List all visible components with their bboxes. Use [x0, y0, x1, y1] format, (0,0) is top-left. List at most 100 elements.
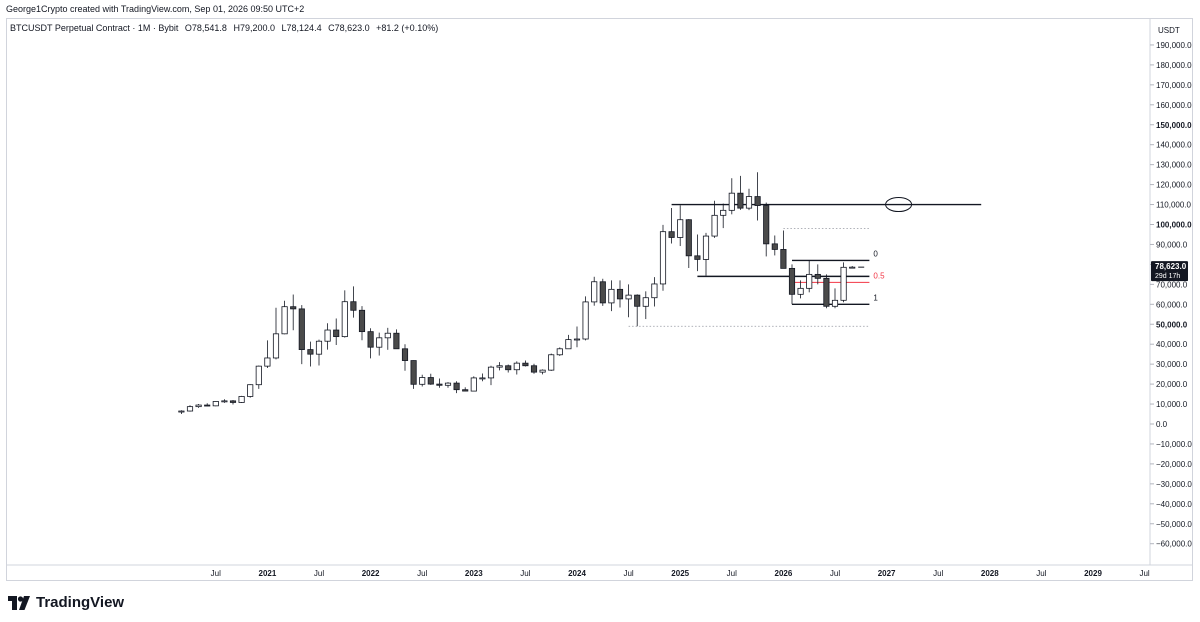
candle[interactable]	[376, 332, 383, 356]
candle[interactable]	[470, 376, 477, 392]
candle[interactable]	[694, 234, 701, 272]
candle[interactable]	[616, 280, 624, 308]
price-tick-label: 100,000.0	[1156, 221, 1192, 230]
candle[interactable]	[513, 361, 520, 375]
candle[interactable]	[651, 277, 658, 307]
axes-layer: USDT −60,000.0 −50,000.0 −40,000.0 −30,000.…	[7, 19, 1192, 578]
candle[interactable]	[427, 373, 434, 385]
candle-body-down	[694, 255, 701, 260]
candle-body-up	[272, 333, 280, 359]
candle[interactable]	[797, 280, 804, 299]
candle[interactable]	[238, 395, 245, 404]
candle[interactable]	[840, 262, 847, 303]
candle-body-up	[591, 281, 598, 303]
candle[interactable]	[496, 362, 503, 371]
candle[interactable]	[728, 178, 735, 215]
candle[interactable]	[771, 235, 778, 256]
candle[interactable]	[204, 403, 211, 407]
candle[interactable]	[186, 405, 194, 412]
candle[interactable]	[393, 329, 400, 350]
candle[interactable]	[505, 364, 512, 373]
candle-body-down	[814, 273, 821, 279]
candle[interactable]	[195, 404, 202, 408]
candle-body-down	[358, 309, 366, 333]
candle-body-down	[333, 329, 340, 338]
candle-body-down	[307, 349, 314, 355]
candle[interactable]	[806, 260, 813, 293]
candle[interactable]	[642, 291, 649, 320]
candle[interactable]	[711, 200, 718, 238]
candle[interactable]	[737, 175, 744, 210]
candle[interactable]	[487, 365, 495, 386]
candle[interactable]	[780, 230, 787, 269]
candle[interactable]	[247, 384, 254, 398]
candle[interactable]	[333, 318, 340, 345]
candle[interactable]	[384, 327, 391, 350]
candle[interactable]	[212, 401, 219, 407]
candle[interactable]	[444, 382, 452, 388]
highlight-ellipse[interactable]	[885, 197, 913, 213]
candle[interactable]	[530, 363, 538, 374]
candle[interactable]	[763, 202, 770, 257]
candle[interactable]	[290, 294, 297, 331]
candle[interactable]	[591, 276, 598, 306]
candle[interactable]	[272, 307, 280, 360]
candle[interactable]	[599, 278, 606, 306]
candle[interactable]	[281, 300, 288, 335]
candle[interactable]	[410, 360, 417, 389]
candle[interactable]	[823, 274, 830, 309]
candle[interactable]	[255, 365, 262, 389]
candle[interactable]	[745, 188, 753, 211]
candle[interactable]	[522, 360, 529, 367]
candle[interactable]	[436, 378, 443, 388]
candle-body-up	[711, 214, 718, 237]
candle[interactable]	[573, 326, 581, 348]
candle[interactable]	[539, 369, 546, 375]
candle[interactable]	[462, 387, 469, 392]
candle[interactable]	[754, 172, 761, 221]
candle[interactable]	[720, 203, 727, 229]
candle[interactable]	[548, 353, 555, 371]
candle[interactable]	[221, 399, 228, 403]
candle[interactable]	[341, 290, 348, 338]
tradingview-brand[interactable]: TradingView	[8, 594, 124, 611]
candle[interactable]	[307, 341, 314, 367]
candle[interactable]	[229, 400, 237, 405]
candle[interactable]	[358, 306, 366, 341]
candle[interactable]	[814, 264, 821, 285]
candle[interactable]	[264, 340, 271, 368]
candle[interactable]	[608, 280, 615, 312]
candle[interactable]	[668, 207, 675, 244]
candle[interactable]	[788, 264, 796, 305]
candle[interactable]	[298, 305, 305, 365]
legend-high: H79,200.0	[233, 23, 276, 33]
candle-body-up	[539, 369, 546, 373]
candle[interactable]	[634, 294, 641, 327]
legend-symbol[interactable]: BTCUSDT Perpetual Contract · 1M · Bybit	[10, 23, 179, 33]
candle[interactable]	[685, 219, 692, 268]
candle[interactable]	[350, 286, 357, 318]
candle[interactable]	[582, 296, 589, 341]
candle[interactable]	[401, 344, 409, 371]
candle[interactable]	[324, 323, 331, 350]
candle[interactable]	[831, 288, 839, 309]
price-tick-label: 0.0	[1156, 420, 1168, 429]
candle[interactable]	[659, 224, 667, 291]
candle-body-up	[806, 273, 813, 289]
candle[interactable]	[849, 265, 856, 269]
time-tick-label: Jul	[211, 569, 221, 578]
candle[interactable]	[178, 410, 185, 415]
candle[interactable]	[625, 284, 632, 318]
candle[interactable]	[479, 373, 486, 382]
candle[interactable]	[556, 347, 563, 356]
candle[interactable]	[565, 334, 572, 350]
candle[interactable]	[419, 374, 426, 387]
candle[interactable]	[677, 205, 684, 247]
candle-body-up	[745, 196, 753, 209]
candle[interactable]	[453, 381, 460, 394]
currency-label[interactable]: USDT	[1158, 26, 1180, 35]
candle[interactable]	[367, 328, 374, 359]
candle[interactable]	[702, 232, 710, 276]
candle[interactable]	[315, 339, 323, 366]
